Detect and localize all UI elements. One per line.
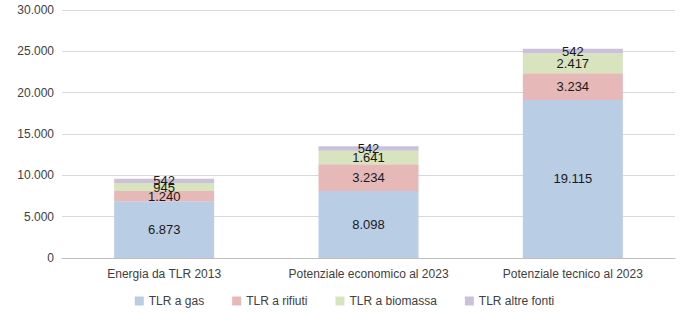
svg-text:TLR altre fonti: TLR altre fonti — [479, 294, 554, 308]
svg-text:Potenziale economico al 2023: Potenziale economico al 2023 — [288, 267, 448, 281]
svg-text:TLR a biomassa: TLR a biomassa — [349, 294, 437, 308]
svg-text:10.000: 10.000 — [17, 168, 54, 182]
svg-text:8.098: 8.098 — [352, 217, 385, 232]
svg-text:542: 542 — [358, 141, 380, 156]
svg-text:20.000: 20.000 — [17, 86, 54, 100]
svg-text:542: 542 — [562, 44, 584, 59]
svg-text:3.234: 3.234 — [557, 79, 590, 94]
svg-text:1.641: 1.641 — [352, 150, 385, 165]
svg-text:0: 0 — [47, 251, 54, 265]
svg-text:TLR a gas: TLR a gas — [149, 294, 204, 308]
svg-text:15.000: 15.000 — [17, 127, 54, 141]
svg-text:TLR a rifiuti: TLR a rifiuti — [246, 294, 307, 308]
svg-text:19.115: 19.115 — [553, 171, 592, 186]
svg-text:5.000: 5.000 — [24, 210, 54, 224]
svg-text:25.000: 25.000 — [17, 44, 54, 58]
svg-text:2.417: 2.417 — [556, 55, 590, 71]
svg-text:30.000: 30.000 — [17, 3, 54, 17]
svg-text:Energia da TLR 2013: Energia da TLR 2013 — [107, 267, 221, 281]
svg-text:3.234: 3.234 — [352, 170, 385, 185]
svg-text:Potenziale tecnico al 2023: Potenziale tecnico al 2023 — [503, 267, 643, 281]
svg-text:6.873: 6.873 — [148, 222, 181, 237]
svg-text:542: 542 — [153, 173, 175, 188]
svg-text:1.240: 1.240 — [147, 188, 181, 204]
